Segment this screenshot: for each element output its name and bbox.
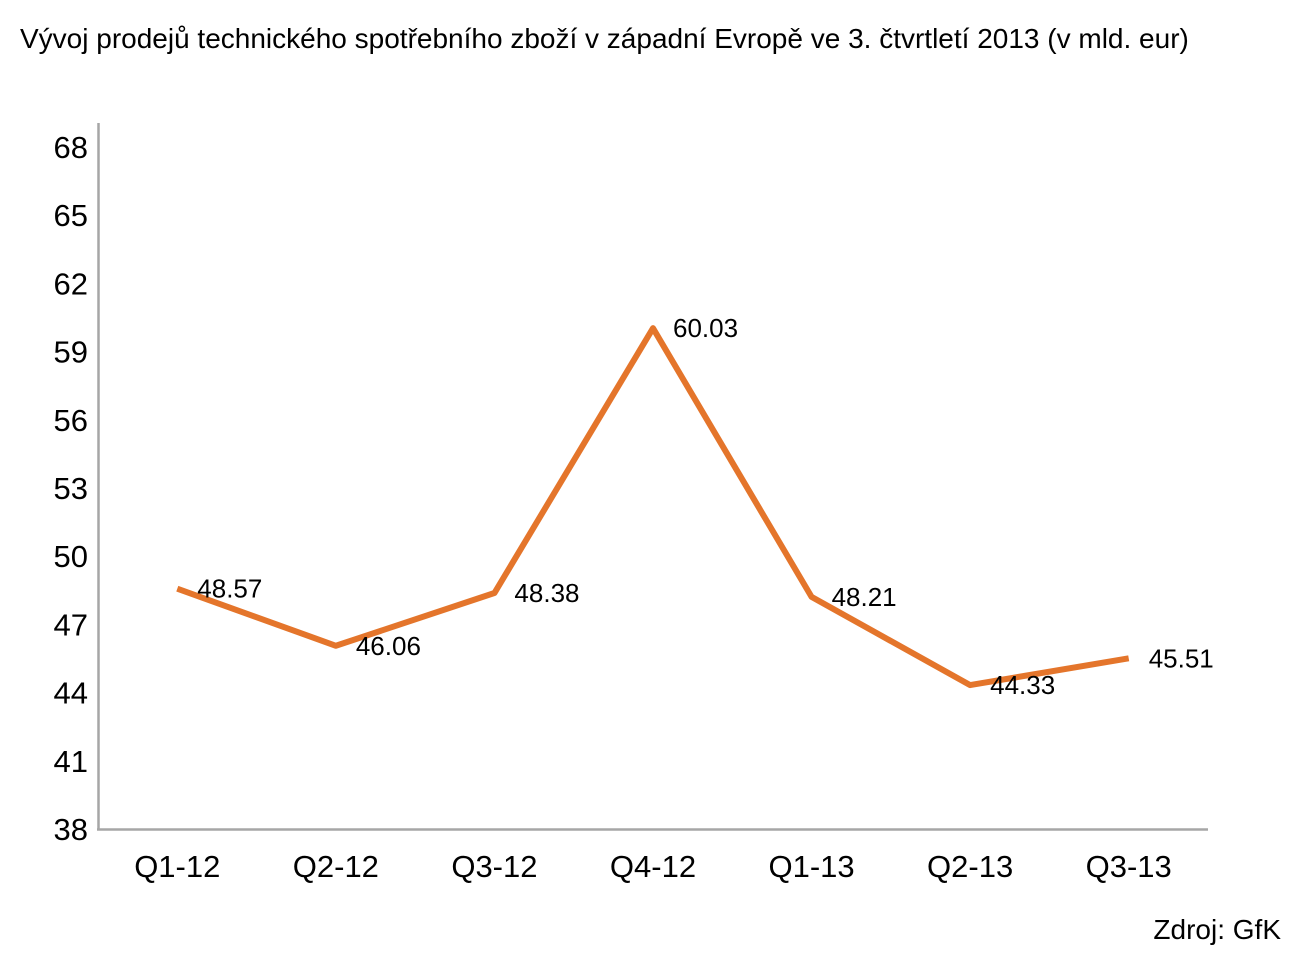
y-tick-label: 44 — [54, 676, 88, 711]
y-tick-label: 50 — [54, 539, 88, 574]
y-tick-label: 68 — [54, 130, 88, 165]
data-point-label: 46.06 — [356, 631, 421, 661]
y-tick-label: 56 — [54, 403, 88, 438]
x-tick-label: Q4-12 — [610, 849, 696, 884]
data-point-label: 60.03 — [673, 313, 738, 343]
y-tick-label: 53 — [54, 471, 88, 506]
x-tick-label: Q2-13 — [927, 849, 1013, 884]
y-tick-label: 62 — [54, 266, 88, 301]
y-tick-label: 59 — [54, 335, 88, 370]
y-tick-label: 38 — [54, 812, 88, 847]
data-point-label: 45.51 — [1149, 643, 1214, 673]
x-tick-label: Q1-12 — [134, 849, 220, 884]
source-label: Zdroj: GfK — [1153, 914, 1281, 945]
data-series-line — [176, 325, 1130, 689]
y-tick-label: 65 — [54, 198, 88, 233]
data-point-label: 48.57 — [197, 574, 262, 604]
y-tick-label: 41 — [54, 744, 88, 779]
x-tick-label: Q2-12 — [293, 849, 379, 884]
x-tick-label: Q1-13 — [768, 849, 854, 884]
y-tick-label: 47 — [54, 607, 88, 642]
x-tick-label: Q3-13 — [1086, 849, 1172, 884]
x-tick-label: Q3-12 — [451, 849, 537, 884]
data-point-label: 44.33 — [990, 670, 1055, 700]
data-point-label: 48.38 — [514, 578, 579, 608]
data-point-label: 48.21 — [832, 582, 897, 612]
chart-title: Vývoj prodejů technického spotřebního zb… — [20, 23, 1189, 54]
